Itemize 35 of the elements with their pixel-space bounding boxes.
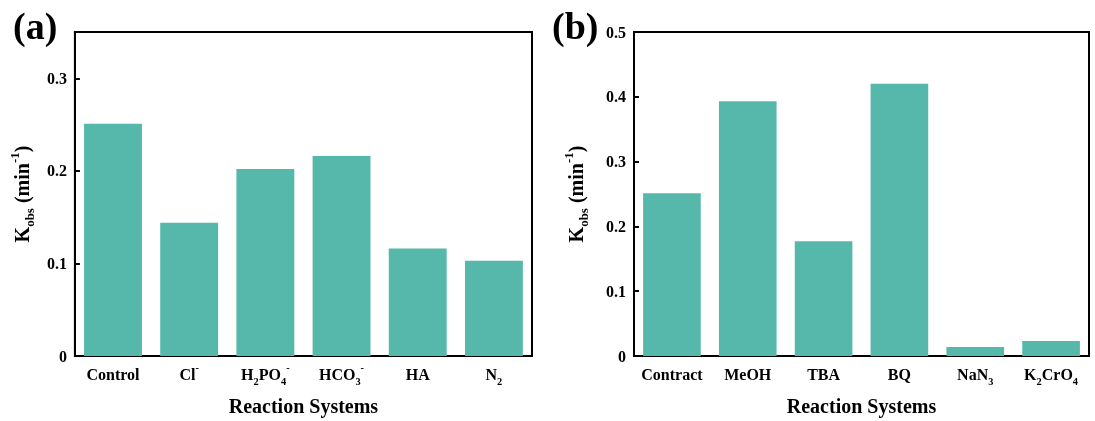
bar: [236, 169, 295, 356]
x-axis-title: Reaction Systems: [786, 395, 937, 418]
y-tick-label: 0.2: [46, 162, 67, 180]
y-tick-label: 0.3: [46, 69, 67, 87]
y-tick-label: 0: [58, 347, 67, 365]
bar: [464, 260, 523, 356]
bar: [946, 346, 1005, 356]
x-tick-label: HA: [405, 365, 431, 383]
x-tick-label: Cl-: [179, 361, 200, 383]
bar: [643, 193, 701, 356]
bar: [84, 123, 142, 356]
y-tick-label: 0.1: [606, 282, 626, 300]
x-tick-label: BQ: [887, 365, 911, 383]
y-axis-title: Kobs (min-1): [561, 145, 591, 243]
y-tick-label: 0.2: [606, 217, 626, 235]
bar: [388, 248, 447, 356]
y-tick-label: 0.5: [606, 23, 626, 41]
chart-title: (b): [552, 5, 599, 48]
y-axis-title: Kobs (min-1): [7, 145, 37, 243]
y-tick-label: 0.4: [606, 88, 626, 106]
x-tick-label: MeOH: [724, 365, 772, 383]
y-tick-label: 0: [618, 347, 626, 365]
bar: [718, 101, 777, 356]
chart-title: (a): [13, 5, 58, 48]
x-axis-title: Reaction Systems: [228, 395, 379, 418]
x-tick-label: Control: [86, 365, 141, 383]
bar: [870, 83, 929, 356]
x-tick-label: Contract: [641, 365, 704, 383]
bar: [1022, 341, 1080, 356]
y-tick-label: 0.1: [46, 254, 67, 272]
bar: [794, 241, 853, 356]
y-tick-label: 0.3: [606, 153, 626, 171]
bar: [160, 222, 219, 356]
bar: [312, 156, 371, 356]
x-tick-label: TBA: [807, 365, 841, 383]
